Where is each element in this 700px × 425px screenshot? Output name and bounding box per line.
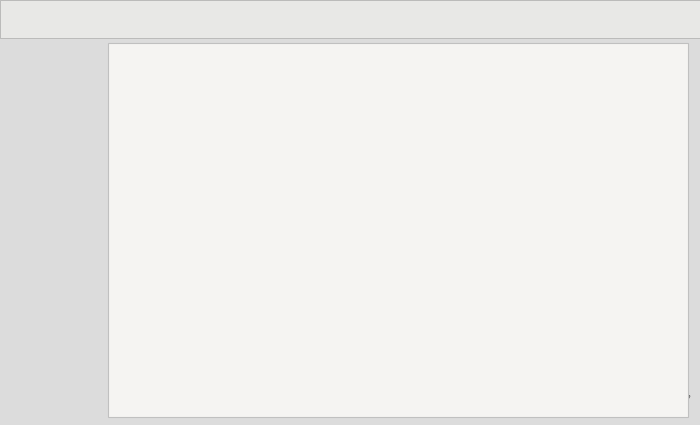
Text: •: • [132, 162, 141, 177]
Text: an interpretation of that outcome.: an interpretation of that outcome. [143, 200, 394, 215]
Text: the null and alternative hypotheses,: the null and alternative hypotheses, [143, 162, 410, 177]
Text: interaction effects.: interaction effects. [126, 109, 285, 124]
Text: Your response should include:: Your response should include: [126, 137, 345, 152]
Text: ⮠: ⮠ [676, 391, 690, 407]
Text: significance level to determine if this sample provides evidence of: significance level to determine if this … [126, 90, 612, 105]
Text: Use the ANOVA table to perform the ANOVA F-test at the 0.05: Use the ANOVA table to perform the ANOVA… [126, 71, 579, 86]
Polygon shape [92, 11, 102, 27]
Text: Question 23: Question 23 [106, 10, 224, 28]
Text: Your Answer:: Your Answer: [126, 385, 221, 400]
Text: the outcome of the test (reject $H_0$ / do not reject $H_0$): the outcome of the test (reject $H_0$ / … [143, 181, 527, 200]
FancyBboxPatch shape [6, 6, 92, 32]
Text: Unanswered: Unanswered [8, 12, 90, 26]
Text: Not yet graded / 1 pts: Not yet graded / 1 pts [529, 11, 690, 26]
Text: •: • [132, 200, 141, 215]
Text: •: • [132, 181, 141, 196]
